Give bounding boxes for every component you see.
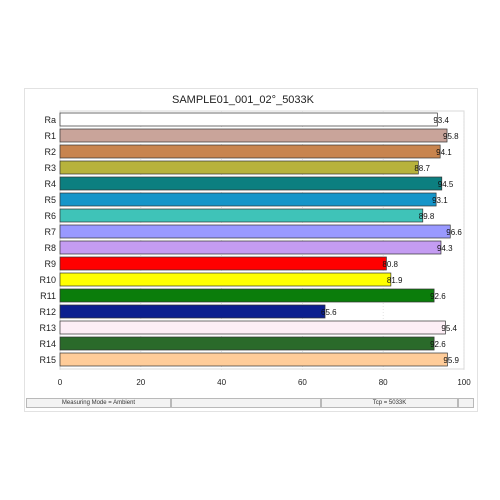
bar-r8	[59, 240, 442, 255]
category-label-r6: R6	[44, 211, 56, 221]
category-label-r10: R10	[39, 275, 56, 285]
category-label-r9: R9	[44, 259, 56, 269]
status-cell-end	[458, 398, 474, 408]
category-label-r7: R7	[44, 227, 56, 237]
data-label-r11: 92.6	[430, 292, 446, 301]
bar-r11	[59, 288, 435, 303]
data-label-r2: 94.1	[436, 148, 452, 157]
chart-frame: SAMPLE01_001_02°_5033K 93.4 95.8 94.1 88.7 9…	[24, 88, 478, 412]
category-label-r11: R11	[40, 291, 56, 301]
bar-r1	[59, 128, 448, 143]
data-label-r15: 95.9	[443, 356, 459, 365]
bar-r3	[59, 160, 419, 175]
data-label-r1: 95.8	[443, 132, 459, 141]
color-rendering-index-chart: SAMPLE01_001_02°_5033K 93.495.894.188.79…	[39, 94, 471, 387]
bar-r5	[59, 192, 437, 207]
bar-r12	[59, 304, 326, 319]
data-label-r14: 92.6	[430, 340, 446, 349]
category-label-r13: R13	[39, 323, 56, 333]
x-tick-label: 0	[58, 378, 63, 387]
bar-r4	[59, 176, 443, 191]
data-label-r3: 88.7	[414, 164, 430, 173]
x-tick-labels: 0 20 40 60 80 100	[58, 378, 471, 387]
category-label-r3: R3	[44, 163, 56, 173]
x-tick-label: 80	[379, 378, 388, 387]
bar-r13	[59, 320, 446, 335]
data-label-r8: 94.3	[437, 244, 453, 253]
category-label-r5: R5	[44, 195, 56, 205]
data-label-r13: 95.4	[441, 324, 457, 333]
chart-title: SAMPLE01_001_02°_5033K	[172, 94, 315, 106]
bar-r7	[59, 224, 451, 239]
measuring-mode-status: Measuring Mode = Ambient	[26, 398, 171, 408]
bar-r6	[59, 208, 424, 223]
category-label-r8: R8	[44, 243, 56, 253]
status-cell-empty	[171, 398, 321, 408]
bar-r9	[59, 256, 387, 271]
bars: 93.4 95.8 94.1 88.7 94.5 93.1 89.8 96.6 94.3 80.8…	[59, 112, 462, 367]
category-label-r12: R12	[39, 307, 56, 317]
x-tick-label: 60	[298, 378, 307, 387]
category-label-ra: Ra	[44, 115, 56, 125]
data-label-r7: 96.6	[446, 228, 462, 237]
status-bar: Measuring Mode = Ambient Tcp = 5033K	[26, 398, 474, 408]
bar-ra	[59, 112, 438, 127]
x-tick-label: 100	[457, 378, 471, 387]
category-labels: Ra R1 R2 R3 R4 R5 R6 R7 R8 R9 R10 R11 R12 R13 R14 R15	[39, 115, 56, 365]
bar-r2	[59, 144, 441, 159]
data-label-r5: 93.1	[432, 196, 448, 205]
x-tick-label: 40	[217, 378, 226, 387]
data-label-r4: 94.5	[438, 180, 454, 189]
data-label-ra: 93.4	[433, 116, 449, 125]
data-label-r12: 65.6	[321, 308, 337, 317]
bar-r14	[59, 336, 435, 351]
bar-r15	[59, 352, 448, 367]
category-label-r2: R2	[44, 147, 56, 157]
data-label-r10: 81.9	[387, 276, 403, 285]
bar-r10	[59, 272, 392, 287]
data-label-r6: 89.8	[419, 212, 435, 221]
category-label-r1: R1	[44, 131, 56, 141]
data-label-r9: 80.8	[382, 260, 398, 269]
tcp-status: Tcp = 5033K	[321, 398, 458, 408]
x-tick-label: 20	[136, 378, 145, 387]
category-label-r4: R4	[44, 179, 56, 189]
category-label-r14: R14	[39, 339, 56, 349]
category-label-r15: R15	[39, 355, 56, 365]
